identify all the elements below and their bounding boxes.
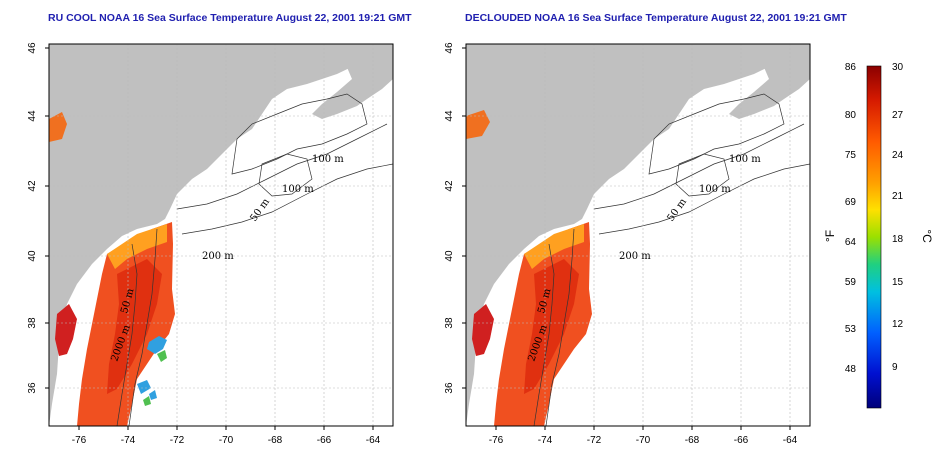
lat-tick-label: 46 — [27, 42, 38, 54]
sst-warm-core — [524, 259, 579, 394]
lon-tick-label: -66 — [317, 435, 332, 446]
land-nova-scotia — [312, 44, 393, 119]
temperature-colorbar: 86 80 75 69 64 59 53 48 30 27 24 21 18 1… — [820, 44, 940, 424]
land-nova-scotia — [729, 44, 810, 119]
map-frame — [48, 43, 394, 427]
lon-axis: -76 -74 -72 -70 -68 -66 -64 — [489, 426, 798, 446]
left-map-title: RU COOL NOAA 16 Sea Surface Temperature … — [48, 12, 412, 24]
map-frame — [465, 43, 811, 427]
land-mass — [49, 44, 367, 426]
cloud-noise-left-2 — [143, 350, 167, 406]
c-tick-label: 9 — [892, 362, 898, 373]
contour-label: 200 m — [202, 251, 234, 262]
sst-nova-patch — [49, 112, 67, 142]
bay-water — [472, 304, 494, 356]
lon-tick-label: -74 — [121, 435, 136, 446]
contour-label: 100 m — [282, 184, 314, 195]
lat-tick-label: 38 — [444, 317, 455, 329]
lat-tick-label: 36 — [444, 382, 455, 394]
lon-tick-label: -68 — [268, 435, 283, 446]
lat-axis: 36 38 40 42 44 46 — [444, 42, 466, 394]
map-svg-raw: 100 m 100 m 50 m 200 m 50 m 2000 m -76 -… — [27, 42, 394, 446]
colorbar-svg: 86 80 75 69 64 59 53 48 30 27 24 21 18 1… — [823, 62, 934, 409]
lon-tick-label: -70 — [219, 435, 234, 446]
cloud-noise-left — [137, 336, 167, 400]
c-tick-label: 18 — [892, 234, 904, 245]
lon-tick-label: -74 — [538, 435, 553, 446]
map-svg-declouded: 100 m 100 m 50 m 200 m 50 m 2000 m -76 -… — [444, 42, 811, 446]
lon-tick-label: -72 — [170, 435, 185, 446]
isobath-contours — [116, 93, 394, 427]
graticule — [466, 44, 810, 426]
c-tick-label: 12 — [892, 319, 904, 330]
lat-axis: 36 38 40 42 44 46 — [27, 42, 49, 394]
graticule — [49, 44, 393, 426]
lat-tick-label: 46 — [444, 42, 455, 54]
lon-tick-label: -64 — [783, 435, 798, 446]
lon-tick-label: -68 — [685, 435, 700, 446]
c-tick-label: 24 — [892, 150, 904, 161]
lat-tick-label: 40 — [27, 250, 38, 262]
isobath-contours — [533, 93, 811, 427]
lon-tick-label: -70 — [636, 435, 651, 446]
right-map-title: DECLOUDED NOAA 16 Sea Surface Temperatur… — [465, 12, 847, 24]
f-tick-label: 69 — [845, 197, 857, 208]
contour-label: 200 m — [619, 251, 651, 262]
f-tick-label: 86 — [845, 62, 857, 73]
lon-tick-label: -64 — [366, 435, 381, 446]
c-tick-label: 21 — [892, 191, 904, 202]
celsius-unit-label: °C — [920, 229, 934, 243]
sst-nova-patch — [466, 110, 490, 139]
bay-water — [55, 304, 77, 356]
lat-tick-label: 38 — [27, 317, 38, 329]
celsius-ticks: 30 27 24 21 18 15 12 9 — [892, 62, 904, 373]
lon-tick-label: -72 — [587, 435, 602, 446]
lat-tick-label: 44 — [27, 110, 38, 122]
lat-tick-label: 42 — [444, 180, 455, 192]
c-tick-label: 15 — [892, 277, 904, 288]
colorbar-gradient — [866, 65, 882, 409]
lat-tick-label: 36 — [27, 382, 38, 394]
fahrenheit-ticks: 86 80 75 69 64 59 53 48 — [845, 62, 857, 375]
lon-axis: -76 -74 -72 -70 -68 -66 -64 — [72, 426, 381, 446]
c-tick-label: 27 — [892, 110, 904, 121]
lat-tick-label: 44 — [444, 110, 455, 122]
lat-tick-label: 40 — [444, 250, 455, 262]
land-mass — [466, 44, 784, 426]
lon-tick-label: -76 — [489, 435, 504, 446]
lon-tick-label: -66 — [734, 435, 749, 446]
sst-cool-coast — [107, 224, 167, 269]
f-tick-label: 59 — [845, 277, 857, 288]
contour-label: 100 m — [699, 184, 731, 195]
sst-map-declouded: 100 m 100 m 50 m 200 m 50 m 2000 m -76 -… — [444, 42, 811, 446]
sst-cool-coast — [524, 224, 584, 269]
f-tick-label: 53 — [845, 324, 857, 335]
c-tick-label: 30 — [892, 62, 904, 73]
lon-tick-label: -76 — [72, 435, 87, 446]
sst-warm-core — [107, 259, 162, 394]
contour-label: 100 m — [312, 154, 344, 165]
fahrenheit-unit-label: °F — [823, 230, 837, 242]
f-tick-label: 75 — [845, 150, 857, 161]
f-tick-label: 64 — [845, 237, 857, 248]
f-tick-label: 48 — [845, 364, 857, 375]
sst-map-raw: 100 m 100 m 50 m 200 m 50 m 2000 m -76 -… — [27, 42, 394, 446]
contour-label: 100 m — [729, 154, 761, 165]
f-tick-label: 80 — [845, 110, 857, 121]
lat-tick-label: 42 — [27, 180, 38, 192]
